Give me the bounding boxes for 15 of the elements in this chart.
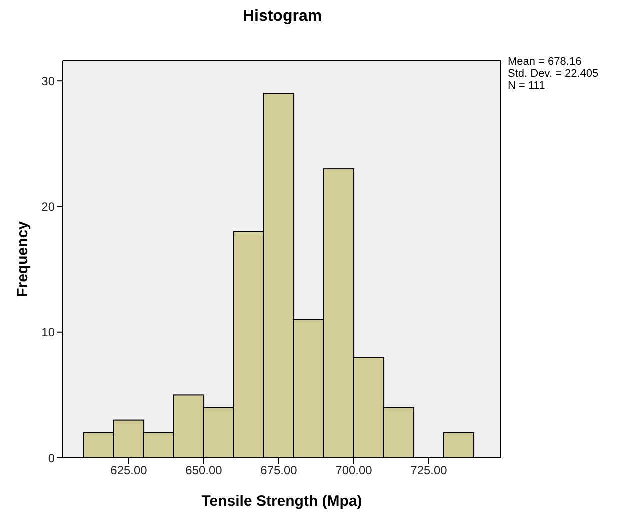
- x-axis-title: Tensile Strength (Mpa): [202, 493, 362, 510]
- text: Std. Dev. = 22.405: [508, 68, 599, 80]
- y-tick-label: 0: [48, 451, 56, 466]
- x-tick-label: 625.00: [110, 464, 148, 478]
- x-tick-label: 700.00: [336, 464, 373, 478]
- y-tick-label: 30: [42, 74, 56, 88]
- y-tick-label: 10: [42, 326, 56, 340]
- text: Mean = 678.16: [508, 56, 583, 68]
- x-tick-label: 675.00: [260, 464, 298, 478]
- x-tick-label: 725.00: [410, 464, 448, 478]
- chart-title: Histogram: [242, 8, 324, 27]
- text: N = 111: [508, 80, 546, 92]
- x-tick-label: 650.00: [186, 464, 223, 478]
- y-axis-title: Frequency: [14, 220, 32, 298]
- y-tick-label: 20: [42, 200, 56, 214]
